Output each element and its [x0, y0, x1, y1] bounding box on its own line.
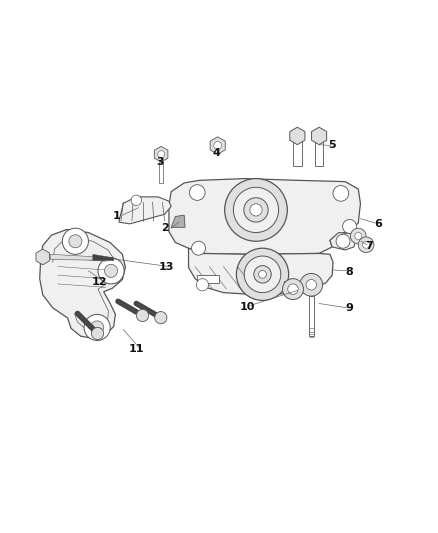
Text: 12: 12 — [92, 277, 107, 287]
Circle shape — [189, 184, 205, 200]
Text: 10: 10 — [240, 302, 255, 312]
Polygon shape — [119, 197, 171, 224]
Circle shape — [158, 151, 165, 158]
Circle shape — [336, 235, 350, 248]
Circle shape — [225, 179, 287, 241]
Circle shape — [91, 321, 104, 334]
Polygon shape — [36, 249, 49, 265]
Circle shape — [244, 198, 268, 222]
Text: 3: 3 — [156, 157, 164, 167]
Polygon shape — [50, 254, 114, 261]
Text: 4: 4 — [213, 148, 221, 158]
Circle shape — [233, 187, 279, 232]
Circle shape — [105, 264, 117, 277]
Polygon shape — [93, 254, 114, 261]
Circle shape — [350, 228, 366, 244]
Circle shape — [343, 220, 357, 233]
Circle shape — [237, 248, 289, 301]
Text: 11: 11 — [129, 344, 144, 354]
Polygon shape — [293, 140, 302, 166]
Polygon shape — [40, 230, 125, 338]
Text: 7: 7 — [365, 240, 373, 251]
Text: 9: 9 — [346, 303, 353, 313]
Circle shape — [136, 309, 148, 321]
Polygon shape — [169, 179, 360, 254]
Circle shape — [355, 232, 362, 239]
Polygon shape — [330, 232, 356, 250]
Circle shape — [358, 237, 374, 253]
Text: 5: 5 — [328, 140, 336, 150]
Circle shape — [258, 270, 266, 278]
Polygon shape — [284, 281, 304, 289]
Polygon shape — [210, 137, 225, 154]
Text: 2: 2 — [161, 223, 169, 233]
Polygon shape — [154, 147, 168, 162]
Polygon shape — [290, 127, 305, 144]
Circle shape — [283, 279, 304, 300]
Circle shape — [306, 279, 317, 290]
Circle shape — [250, 204, 262, 216]
Circle shape — [98, 258, 124, 284]
Circle shape — [300, 280, 312, 292]
Polygon shape — [171, 215, 185, 228]
Circle shape — [300, 273, 322, 296]
Polygon shape — [311, 127, 327, 144]
Circle shape — [214, 142, 222, 149]
Circle shape — [155, 312, 167, 324]
Polygon shape — [197, 275, 219, 283]
Text: 13: 13 — [159, 262, 174, 272]
Polygon shape — [188, 248, 333, 295]
Circle shape — [196, 279, 208, 291]
Polygon shape — [315, 140, 323, 166]
Circle shape — [69, 235, 82, 248]
Text: 1: 1 — [113, 212, 120, 221]
Circle shape — [84, 314, 110, 341]
Circle shape — [288, 284, 298, 294]
Circle shape — [244, 256, 281, 293]
Circle shape — [363, 241, 370, 248]
Circle shape — [191, 241, 205, 255]
Polygon shape — [309, 296, 314, 336]
Circle shape — [333, 185, 349, 201]
Circle shape — [254, 265, 271, 283]
Circle shape — [62, 228, 88, 254]
Polygon shape — [159, 162, 163, 182]
Text: 8: 8 — [346, 266, 353, 277]
Text: 6: 6 — [374, 219, 382, 229]
Circle shape — [92, 327, 104, 340]
Circle shape — [131, 195, 141, 206]
